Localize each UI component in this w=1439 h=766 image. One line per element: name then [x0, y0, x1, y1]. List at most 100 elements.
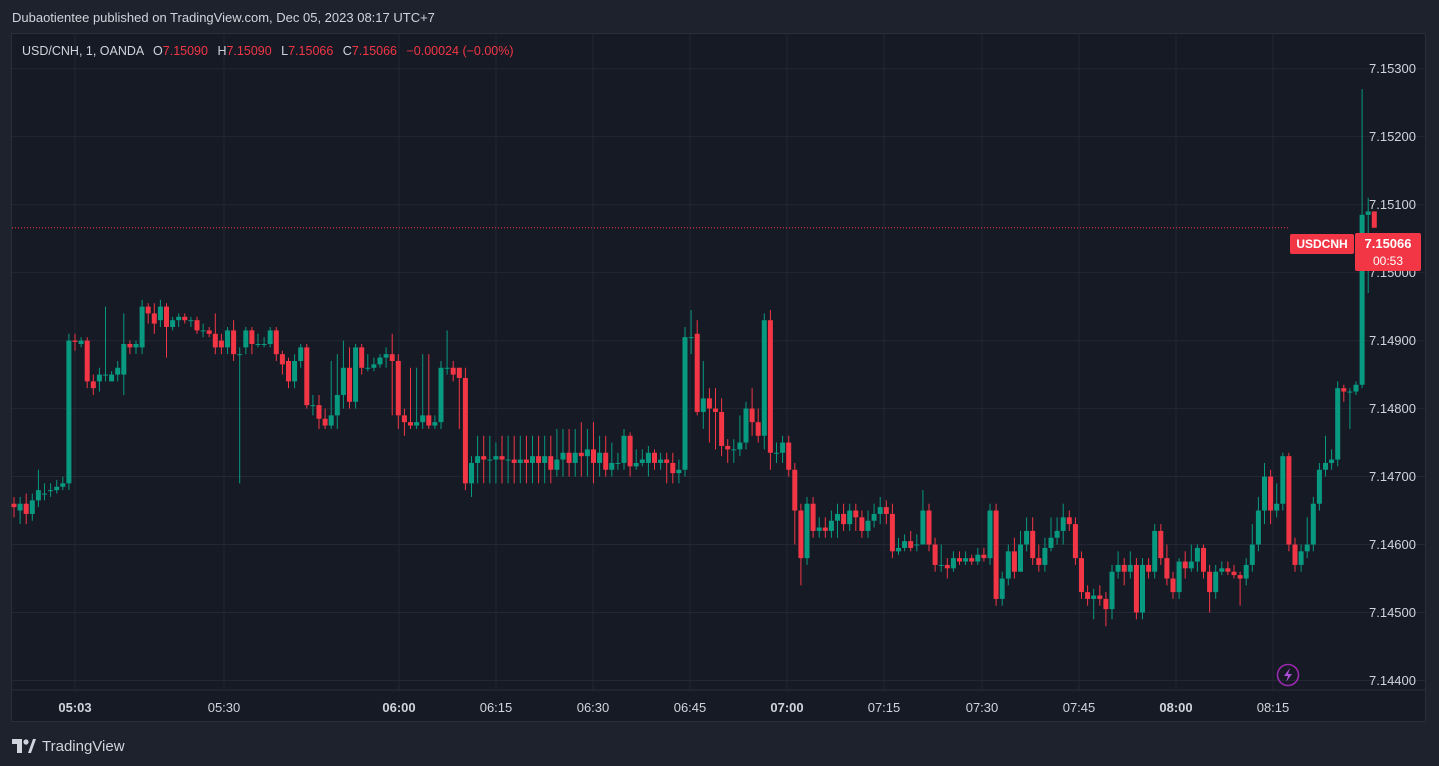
candle-body [1188, 561, 1194, 569]
candle-body [1292, 544, 1298, 565]
candle-body [865, 520, 871, 531]
candle [743, 401, 749, 450]
candle [157, 299, 163, 327]
candle-body [176, 316, 182, 321]
symbol-tag-bg [1290, 234, 1354, 254]
candle [584, 428, 590, 477]
candle-body [1042, 547, 1048, 565]
candle-body [469, 462, 474, 484]
candle [1042, 537, 1048, 572]
candle [609, 442, 615, 477]
candle-body [523, 459, 529, 463]
candle [841, 503, 847, 531]
candle-body [487, 459, 493, 461]
candle [950, 551, 956, 572]
chart-frame[interactable] [11, 33, 1426, 722]
candle-body [298, 347, 304, 361]
candle-body [151, 313, 157, 324]
lightning-icon[interactable] [1276, 663, 1300, 687]
candle-body [511, 459, 517, 463]
candle-body [395, 360, 401, 416]
candle-body [145, 306, 151, 314]
legend-o-label: O [153, 44, 163, 58]
candle-body [652, 452, 657, 463]
candle [371, 357, 377, 372]
candle-body [889, 513, 895, 552]
candle [1109, 564, 1115, 620]
candle [304, 343, 310, 409]
candle [109, 371, 115, 382]
candle [1371, 211, 1377, 228]
candle [1048, 517, 1054, 552]
candle-body [286, 360, 291, 382]
candle [231, 320, 237, 361]
candle [749, 388, 755, 436]
candle [1036, 544, 1042, 572]
candle-body [828, 520, 834, 531]
candle [218, 333, 224, 355]
candle [420, 354, 426, 429]
candle [737, 415, 743, 457]
candle-body [66, 340, 72, 484]
candle [23, 493, 29, 525]
candle [1353, 381, 1359, 395]
candle [627, 432, 633, 477]
candle-body [316, 405, 322, 419]
candle [670, 452, 676, 484]
candle-body [731, 449, 737, 451]
candle-body [1066, 517, 1072, 525]
candle-body [926, 510, 932, 545]
candle [72, 333, 78, 351]
candle [578, 422, 584, 477]
y-tick-label: 7.14400 [1369, 673, 1416, 688]
candle-body [1170, 578, 1176, 593]
candle-body [853, 510, 859, 518]
candle [1201, 544, 1206, 579]
candle-body [1371, 211, 1377, 228]
candle [200, 323, 206, 338]
candle [292, 354, 298, 389]
candle-body [249, 330, 255, 344]
candle [151, 303, 157, 334]
symbol-price-tag: USDCNH [1290, 234, 1354, 254]
candle-body [1225, 568, 1231, 572]
candle-body [450, 367, 456, 375]
candle-body [1341, 388, 1347, 392]
candle [798, 503, 804, 586]
candle [688, 309, 694, 355]
candle-body [1243, 564, 1249, 579]
candle [261, 337, 267, 348]
candle-body [35, 490, 41, 501]
x-tick-label: 06:45 [674, 700, 707, 715]
candle [249, 326, 255, 355]
candle [621, 428, 627, 470]
candle-body [1274, 503, 1280, 511]
candle-body [584, 449, 590, 457]
candle-body [1085, 592, 1091, 599]
candle [920, 490, 926, 545]
candle [359, 343, 365, 375]
candle-body [902, 541, 908, 548]
candle-body [859, 517, 865, 531]
x-tick-label: 05:03 [58, 700, 91, 715]
candle [1316, 462, 1322, 511]
candle-body [1158, 530, 1164, 559]
candle-body [401, 415, 407, 423]
tradingview-logo-icon [12, 739, 36, 753]
candle [389, 333, 395, 416]
candle-body [115, 367, 121, 375]
candle [822, 517, 828, 538]
candle-body [700, 398, 706, 412]
tradingview-brand[interactable]: TradingView [12, 735, 125, 757]
candle-body [615, 462, 621, 464]
candle [438, 360, 444, 429]
candle-body [255, 343, 261, 345]
candle-body [999, 578, 1005, 599]
candle [1255, 496, 1261, 552]
candle-body [109, 374, 115, 382]
candle [1249, 524, 1255, 572]
candle [139, 299, 145, 355]
candle-body [609, 462, 615, 470]
candle-body [706, 398, 712, 409]
